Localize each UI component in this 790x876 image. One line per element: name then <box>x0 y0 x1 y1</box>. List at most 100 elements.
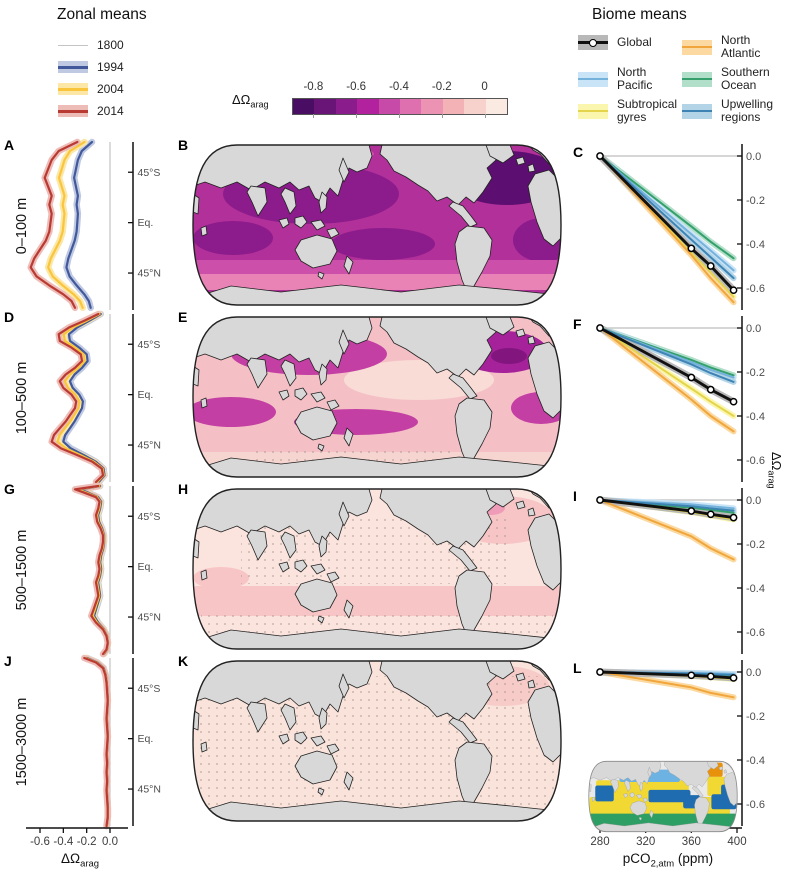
zonal-x-tick-label: -0.2 <box>76 836 97 848</box>
zonal-band-1994 <box>63 138 96 312</box>
global-marker <box>729 674 738 682</box>
global-marker <box>729 513 738 522</box>
biome-y-tick-label: -0.6 <box>746 799 765 811</box>
global-marker <box>729 397 738 406</box>
world-map-B <box>192 144 562 306</box>
biome-x-tick-label: 360 <box>681 836 701 848</box>
year-legend-label: 1994 <box>97 59 124 74</box>
panel-letter-H: H <box>178 481 189 497</box>
biome-y-tick-label: 0.0 <box>746 495 761 507</box>
colorbar-tick-mark <box>399 114 400 118</box>
colorbar-segment <box>335 99 358 114</box>
zonal-x-tick-label: -0.4 <box>53 836 74 848</box>
biome-legend-item-global: Global <box>578 34 652 51</box>
biome-plot-L: 0.0 -0.2 -0.4 -0.6 <box>596 660 765 833</box>
lat-tick-label: 45°N <box>138 612 161 624</box>
lat-tick-label: 45°N <box>138 784 161 796</box>
panel-letter-J: J <box>4 653 12 669</box>
biome-legend-swatch <box>682 71 712 88</box>
world-map-H <box>192 488 562 650</box>
global-marker <box>596 496 604 504</box>
panel-letter-C: C <box>573 144 584 160</box>
colorbar-segment <box>357 99 379 114</box>
biome-y-tick-label: -0.6 <box>746 283 765 295</box>
zonal-line-1994 <box>65 140 94 309</box>
biome-legend-item-southern: Southern Ocean <box>682 66 770 92</box>
global-marker <box>687 507 696 515</box>
lat-tick-label: 45°S <box>138 511 161 523</box>
colorbar-tick-mark <box>484 114 486 118</box>
map-outline <box>192 144 562 306</box>
biome-y-tick-label: 0.0 <box>746 323 761 335</box>
biome-y-tick-label: -0.4 <box>746 239 765 251</box>
global-marker <box>706 672 715 681</box>
panel-letter-B: B <box>178 137 189 153</box>
global-marker <box>706 262 715 270</box>
biome-y-tick-label: -0.2 <box>746 195 765 207</box>
right-y-axis-label: ΔΩarag <box>766 452 784 489</box>
biome-line-subtropical <box>599 327 735 417</box>
global-marker <box>596 152 604 160</box>
inset-region-upwelling <box>595 785 614 802</box>
panel-letter-A: A <box>4 137 15 153</box>
year-legend-item-2004: 2004 <box>58 82 124 96</box>
panel-letter-F: F <box>573 316 582 332</box>
world-map-K <box>192 660 562 822</box>
biome-x-tick-label: 400 <box>727 836 747 848</box>
biome-legend-item-subtropical: Subtropical gyres <box>578 98 677 124</box>
zonal-band-2014 <box>81 654 111 830</box>
global-marker <box>706 510 715 519</box>
global-marker-icon <box>589 38 597 47</box>
year-legend-item-2014: 2014 <box>58 104 124 118</box>
global-marker <box>596 324 604 332</box>
biome-x-tick-label: 280 <box>590 836 610 848</box>
colorbar-segment <box>378 99 401 114</box>
map-outline <box>192 316 562 478</box>
year-legend-label: 1800 <box>97 37 124 52</box>
colorbar-segment <box>485 99 508 114</box>
lat-tick-label: Eq. <box>138 217 154 229</box>
zonal-plot-D: 45°S Eq. 45°N <box>48 310 161 486</box>
biome-legend-label: North Atlantic <box>721 33 761 60</box>
biome-line-north_pacific <box>599 155 735 272</box>
biome-line-north_atlantic <box>599 499 735 561</box>
biome-y-tick-label: 0.0 <box>746 667 761 679</box>
biome-y-tick-label: 0.0 <box>746 151 761 163</box>
colorbar-segment <box>314 99 336 114</box>
biome-line-upwelling <box>599 155 735 280</box>
lat-tick-label: Eq. <box>138 561 154 573</box>
year-legend-label: 2004 <box>97 81 124 96</box>
zonal-plot-A: 45°S Eq. 45°N <box>27 138 161 312</box>
global-marker <box>687 244 696 253</box>
colorbar-tick-mark <box>356 114 358 118</box>
biome-x-tick-label: 320 <box>636 836 656 848</box>
world-map-E <box>192 316 562 478</box>
biome-x-axis-label: pCO2,atm (ppm) <box>622 851 714 870</box>
biome-y-tick-label: -0.2 <box>746 711 765 723</box>
biome-line-upwelling <box>599 327 735 383</box>
biome-plot-C: 0.0 -0.2 -0.4 -0.6 <box>596 144 765 310</box>
biome-plot-F: 0.0 -0.2 -0.4 -0.6 <box>596 316 765 482</box>
biome-y-tick-label: -0.4 <box>746 755 765 767</box>
biome-line-southern <box>599 155 735 260</box>
biome-line-north_atlantic <box>599 155 735 304</box>
biome-y-tick-label: -0.6 <box>746 455 765 467</box>
colorbar-segment <box>400 99 422 114</box>
biome-legend-swatch <box>682 39 712 56</box>
biome-y-tick-label: -0.4 <box>746 583 765 595</box>
biome-legend-item-north_atlantic: North Atlantic <box>682 34 760 60</box>
zonal-x-axis-label: ΔΩarag <box>60 851 99 870</box>
colorbar-tick-label: -0.8 <box>303 81 324 93</box>
global-marker <box>687 373 696 382</box>
biome-line-north_pacific <box>599 327 735 379</box>
year-legend-label: 2014 <box>97 103 124 118</box>
biome-means-title: Biome means <box>592 6 687 23</box>
continents <box>193 489 561 649</box>
biome-y-tick-label: -0.4 <box>746 411 765 423</box>
colorbar-tick-label: -0.6 <box>346 81 367 93</box>
biome-legend-label: Subtropical gyres <box>617 97 678 124</box>
year-legend-swatch <box>58 38 88 52</box>
biome-legend-item-upwelling: Upwelling regions <box>682 98 773 124</box>
panel-letter-E: E <box>178 309 188 325</box>
panel-letter-L: L <box>573 660 582 676</box>
